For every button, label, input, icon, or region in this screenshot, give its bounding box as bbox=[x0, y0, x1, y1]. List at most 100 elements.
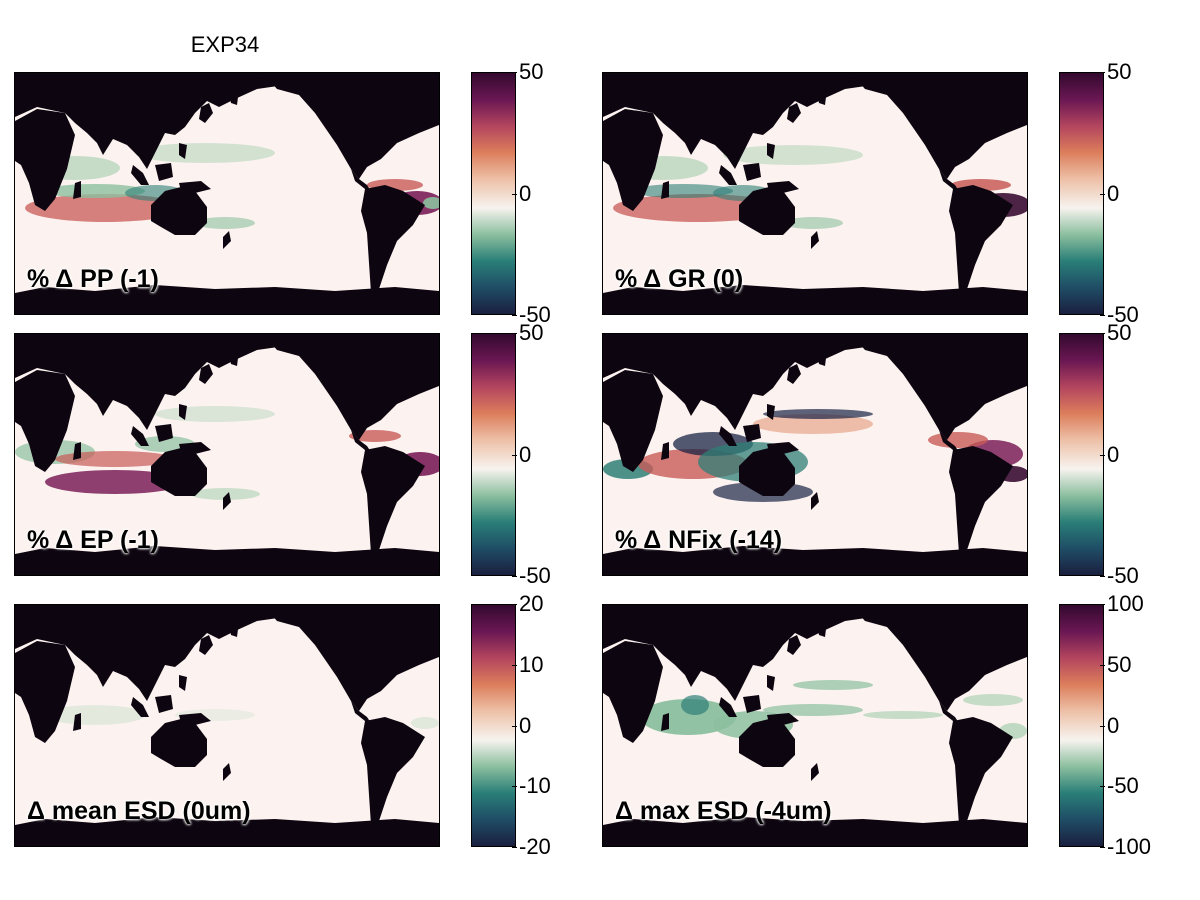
central-america-landmass bbox=[939, 701, 959, 723]
south-america-landmass bbox=[949, 185, 1013, 295]
south-america-landmass bbox=[949, 446, 1013, 556]
sumatra-landmass bbox=[719, 697, 737, 717]
panel-label-ep: % Δ EP (-1) bbox=[27, 526, 159, 554]
antarctica-landmass bbox=[15, 817, 439, 846]
borneo-landmass bbox=[155, 695, 173, 713]
philippines-landmass bbox=[767, 675, 775, 691]
eurasia-landmass bbox=[15, 334, 297, 430]
anomaly-region bbox=[25, 194, 185, 222]
north-america-landmass bbox=[263, 605, 439, 711]
colorbar-tick-label: 100 bbox=[1100, 591, 1144, 616]
colorbar-tick-label: 50 bbox=[511, 59, 544, 84]
new-zealand-landmass bbox=[811, 763, 819, 781]
kamchatka-landmass bbox=[229, 621, 239, 637]
colorbar-max-esd bbox=[1059, 604, 1104, 847]
map-max-esd bbox=[603, 605, 1027, 846]
colorbar-tick-label: -50 bbox=[512, 563, 551, 588]
colorbar-tick-label: 0 bbox=[1099, 441, 1120, 467]
anomaly-region bbox=[928, 432, 988, 448]
colorbar-ticks-max-esd: 100 50 0 -50 -100 bbox=[1099, 593, 1177, 858]
new-zealand-landmass bbox=[223, 763, 231, 781]
eurasia-landmass bbox=[603, 73, 885, 169]
central-america-landmass bbox=[351, 701, 371, 723]
japan-landmass bbox=[787, 364, 801, 384]
philippines-landmass bbox=[179, 143, 187, 159]
panel-label-gr: % Δ GR (0) bbox=[615, 265, 744, 293]
sumatra-landmass bbox=[131, 697, 149, 717]
colorbar-nfix bbox=[1059, 333, 1104, 576]
colorbar-ticks-ep: 50 0 -50 bbox=[511, 322, 589, 587]
africa-landmass bbox=[15, 109, 75, 211]
central-america-landmass bbox=[351, 169, 371, 191]
figure-title: EXP34 bbox=[190, 32, 260, 57]
australia-landmass bbox=[151, 187, 207, 235]
map-panel-gr: % Δ GR (0) bbox=[602, 72, 1028, 315]
colorbar-tick-label: 50 bbox=[1099, 59, 1132, 84]
australia-landmass bbox=[151, 448, 207, 496]
colorbar-tick-label: -50 bbox=[1100, 302, 1139, 327]
south-america-landmass bbox=[361, 717, 425, 827]
eurasia-landmass bbox=[603, 605, 885, 701]
colorbar-gr bbox=[1059, 72, 1104, 315]
eurasia-landmass bbox=[603, 334, 885, 430]
anomaly-region bbox=[45, 184, 145, 198]
map-ep bbox=[15, 334, 439, 575]
kamchatka-landmass bbox=[229, 350, 239, 366]
colorbar-tick-label: -50 bbox=[512, 302, 551, 327]
africa-landmass bbox=[15, 641, 75, 743]
madagascar-landmass bbox=[73, 713, 81, 731]
south-america-landmass bbox=[361, 185, 425, 295]
map-pp bbox=[15, 73, 439, 314]
japan-landmass bbox=[787, 635, 801, 655]
antarctica-landmass bbox=[15, 546, 439, 575]
colorbar-ticks-nfix: 50 0 -50 bbox=[1099, 322, 1177, 587]
philippines-landmass bbox=[767, 143, 775, 159]
colorbar-tick-label: 50 bbox=[1099, 320, 1132, 345]
eurasia-landmass bbox=[15, 73, 297, 169]
north-america-landmass bbox=[263, 334, 439, 440]
central-america-landmass bbox=[351, 430, 371, 452]
anomaly-region bbox=[45, 705, 145, 725]
central-america-landmass bbox=[939, 430, 959, 452]
colorbar-tick-label: -100 bbox=[1099, 834, 1152, 859]
philippines-landmass bbox=[767, 404, 775, 420]
map-panel-nfix: % Δ NFix (-14) bbox=[602, 333, 1028, 576]
colorbar-ticks-mean-esd: 20 10 0 -10 -20 bbox=[511, 593, 589, 858]
philippines-landmass bbox=[179, 675, 187, 691]
madagascar-landmass bbox=[73, 181, 81, 199]
north-america-landmass bbox=[851, 73, 1027, 179]
antarctica-landmass bbox=[603, 285, 1027, 314]
antarctica-landmass bbox=[603, 546, 1027, 575]
colorbar-tick-label: -20 bbox=[512, 834, 551, 859]
antarctica-landmass bbox=[603, 817, 1027, 846]
borneo-landmass bbox=[155, 424, 173, 442]
philippines-landmass bbox=[179, 404, 187, 420]
africa-landmass bbox=[15, 370, 75, 472]
anomaly-region bbox=[681, 695, 709, 715]
australia-landmass bbox=[739, 448, 795, 496]
colorbar-ep bbox=[471, 333, 516, 576]
anomaly-region bbox=[190, 488, 260, 500]
anomaly-region bbox=[423, 197, 439, 209]
anomaly-region bbox=[723, 145, 863, 165]
australia-landmass bbox=[151, 719, 207, 767]
anomaly-region bbox=[45, 470, 185, 494]
new-zealand-landmass bbox=[223, 492, 231, 510]
map-panel-ep: % Δ EP (-1) bbox=[14, 333, 440, 576]
colorbar-tick-label: 50 bbox=[1099, 651, 1132, 677]
eurasia-landmass bbox=[15, 605, 297, 701]
borneo-landmass bbox=[743, 163, 761, 181]
north-america-landmass bbox=[851, 334, 1027, 440]
south-america-landmass bbox=[949, 717, 1013, 827]
colorbar-tick-label: 0 bbox=[1099, 180, 1120, 206]
south-america-landmass bbox=[361, 446, 425, 556]
map-nfix bbox=[603, 334, 1027, 575]
colorbar-tick-label: 10 bbox=[511, 651, 544, 677]
madagascar-landmass bbox=[661, 181, 669, 199]
colorbar-ticks-pp: 50 0 -50 bbox=[511, 61, 589, 326]
anomaly-region bbox=[633, 184, 733, 198]
map-panel-mean-esd: Δ mean ESD (0um) bbox=[14, 604, 440, 847]
japan-landmass bbox=[787, 103, 801, 123]
colorbar-tick-label: 0 bbox=[1099, 712, 1120, 738]
map-panel-max-esd: Δ max ESD (-4um) bbox=[602, 604, 1028, 847]
